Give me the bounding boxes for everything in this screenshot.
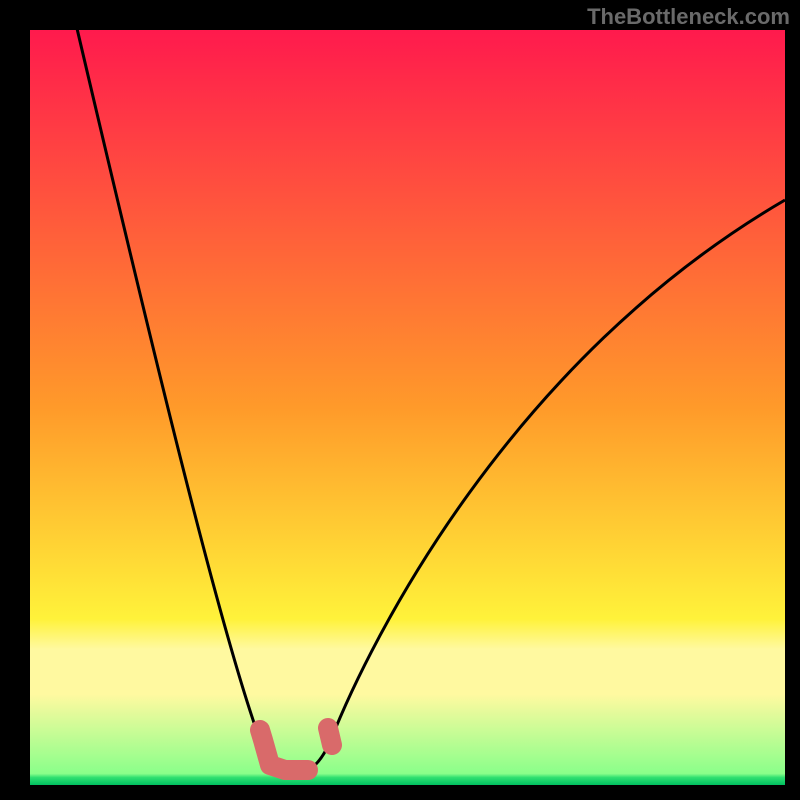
- chart-plot-area: [30, 30, 785, 785]
- pink-marker-curve: [260, 728, 332, 770]
- chart-curves-svg: [30, 30, 785, 785]
- main-v-curve: [75, 20, 785, 772]
- watermark-text: TheBottleneck.com: [587, 4, 790, 30]
